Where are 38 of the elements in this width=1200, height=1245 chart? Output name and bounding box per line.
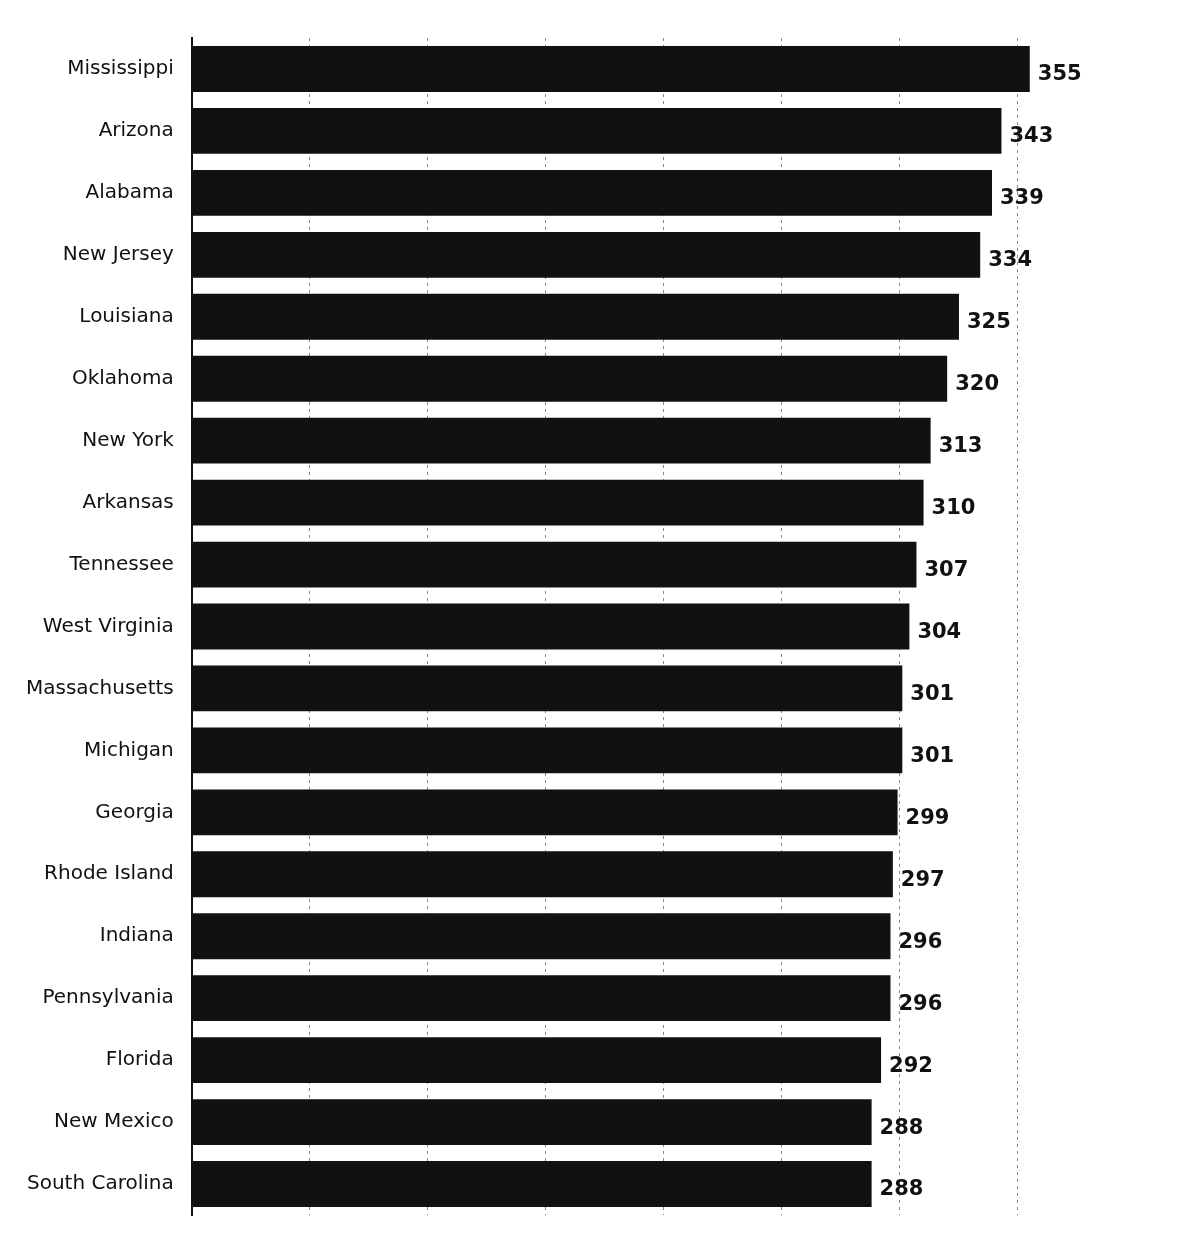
- data-label: 304: [917, 618, 962, 643]
- data-label: 301: [910, 742, 955, 767]
- y-tick-label: Alabama: [85, 179, 174, 204]
- y-tick-label: West Virginia: [42, 612, 174, 637]
- y-tick-label: Pennsylvania: [42, 984, 174, 1009]
- data-label: 288: [879, 1176, 924, 1201]
- data-label: 313: [938, 433, 983, 458]
- y-tick-label: Rhode Island: [44, 860, 174, 885]
- y-tick-label: Oklahoma: [71, 364, 174, 389]
- data-label: 301: [910, 680, 955, 705]
- data-label: 307: [924, 557, 969, 582]
- y-tick-label: New Jersey: [62, 241, 174, 266]
- y-tick-label: Louisiana: [79, 302, 174, 327]
- y-tick-label: Mississippi: [67, 55, 174, 80]
- data-label: 325: [966, 309, 1011, 334]
- data-label: 320: [955, 371, 999, 396]
- data-label: 310: [931, 495, 976, 520]
- data-label: 355: [1037, 61, 1082, 86]
- data-label: 299: [905, 804, 950, 829]
- data-label: 339: [1000, 185, 1044, 210]
- y-tick-label: Tennessee: [68, 550, 174, 575]
- y-tick-label: Michigan: [84, 736, 174, 761]
- y-tick-label: Arizona: [98, 117, 174, 142]
- y-tick-label: Georgia: [95, 798, 174, 823]
- y-tick-label: Arkansas: [82, 488, 174, 513]
- data-label: 334: [988, 247, 1033, 272]
- data-label: 296: [898, 990, 943, 1015]
- data-label: 343: [1009, 123, 1054, 148]
- data-label: 288: [879, 1114, 924, 1139]
- y-tick-label: New Mexico: [53, 1108, 174, 1133]
- data-label: 292: [889, 1052, 933, 1077]
- y-tick-label: New York: [82, 426, 175, 451]
- data-label: 296: [898, 928, 943, 953]
- y-tick-label: South Carolina: [27, 1170, 174, 1195]
- y-tick-label: Florida: [105, 1046, 174, 1071]
- data-label: 297: [900, 866, 945, 891]
- y-tick-label: Indiana: [99, 922, 174, 947]
- y-tick-label: Massachusetts: [25, 674, 174, 699]
